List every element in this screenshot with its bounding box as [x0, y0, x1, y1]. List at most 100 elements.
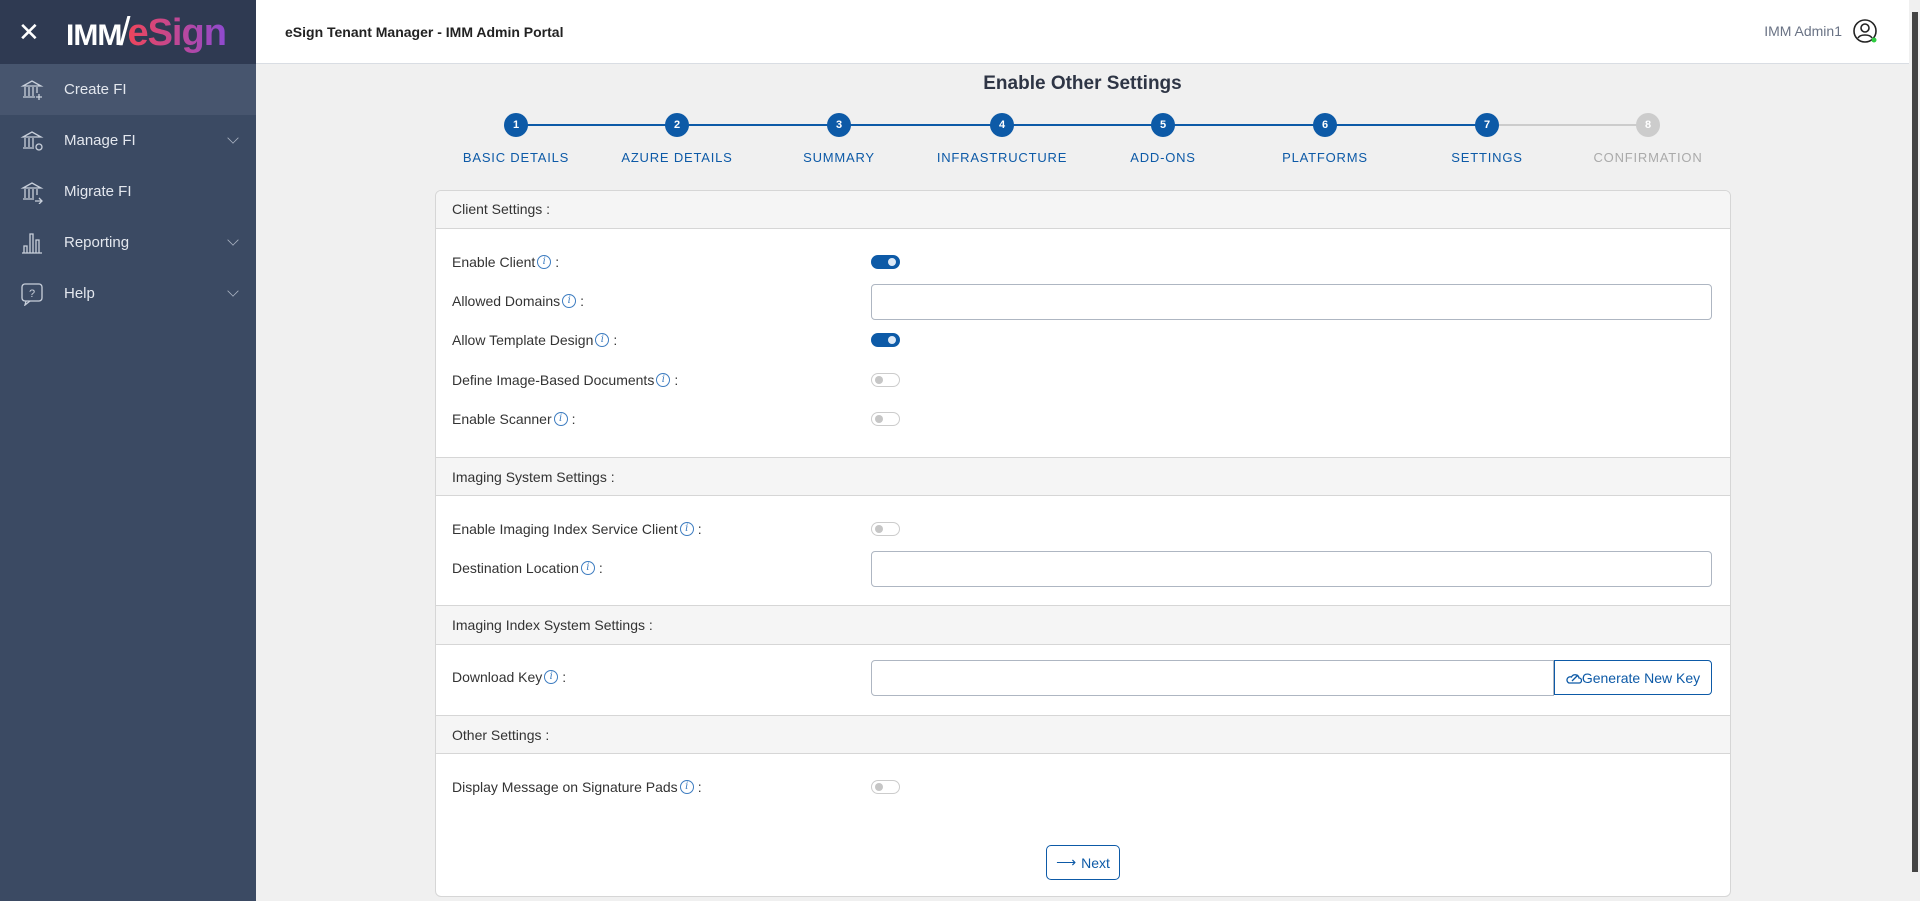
bank-gear-icon	[20, 130, 44, 151]
sidebar: ✕ IMM / eSign Create FI Manage FI Migrate …	[0, 0, 256, 901]
info-icon[interactable]: i	[580, 561, 595, 575]
cloud-key-icon	[1566, 673, 1582, 684]
sig-pads-toggle[interactable]	[871, 780, 900, 794]
sidebar-item-help[interactable]: ? Help	[0, 268, 256, 319]
step-2[interactable]: 2	[665, 113, 689, 137]
colon: :	[571, 411, 576, 427]
destination-input[interactable]	[871, 551, 1712, 587]
generate-new-key-button[interactable]: Generate New Key	[1554, 660, 1712, 695]
section-header-imaging: Imaging System Settings :	[436, 457, 1730, 496]
button-label: Next	[1081, 854, 1110, 871]
top-header: eSign Tenant Manager - IMM Admin Portal …	[256, 0, 1920, 64]
next-button[interactable]: ⟶ Next	[1046, 845, 1120, 880]
colon: :	[613, 332, 618, 348]
info-icon[interactable]: i	[537, 255, 552, 269]
colon: :	[697, 779, 702, 795]
user-menu[interactable]: IMM Admin1	[1764, 18, 1878, 44]
scrollbar-thumb[interactable]	[1912, 12, 1918, 872]
svg-text:?: ?	[29, 288, 35, 300]
info-icon[interactable]: i	[679, 522, 694, 536]
label-text: Download Key	[452, 669, 543, 685]
label-text: Display Message on Signature Pads	[452, 779, 678, 795]
sidebar-item-label: Migrate FI	[64, 183, 132, 200]
enable-client-label: Enable Client i:	[452, 254, 559, 270]
step-label: CONFIRMATION	[1593, 150, 1703, 165]
logo-imm: IMM	[66, 18, 122, 52]
label-text: Allowed Domains	[452, 293, 561, 309]
chevron-down-icon	[227, 234, 239, 246]
sidebar-item-label: Manage FI	[64, 132, 136, 149]
info-icon[interactable]: i	[595, 333, 610, 347]
step-5[interactable]: 5	[1151, 113, 1175, 137]
image-docs-label: Define Image-Based Documents i:	[452, 372, 678, 388]
index-client-label: Enable Imaging Index Service Client i:	[452, 521, 702, 537]
arrow-right-icon: ⟶	[1056, 854, 1077, 870]
label-text: Destination Location	[452, 560, 579, 576]
settings-card: Client Settings : Enable Client i: Allowe…	[435, 190, 1731, 897]
step-label: INFRASTRUCTURE	[936, 150, 1068, 165]
bank-plus-icon	[20, 79, 44, 100]
label-text: Enable Scanner	[452, 411, 552, 427]
download-key-input[interactable]	[871, 660, 1554, 696]
sidebar-item-create-fi[interactable]: Create FI	[0, 64, 256, 115]
sidebar-item-label: Reporting	[64, 234, 130, 251]
sidebar-item-reporting[interactable]: Reporting	[0, 217, 256, 268]
stepper-line-pending	[1487, 124, 1648, 126]
section-header-imaging-index: Imaging Index System Settings :	[436, 605, 1730, 645]
bar-chart-icon	[22, 232, 42, 254]
sig-pads-label: Display Message on Signature Pads i:	[452, 779, 702, 795]
image-docs-toggle[interactable]	[871, 373, 900, 387]
section-header-other: Other Settings :	[436, 715, 1730, 754]
download-key-label: Download Key i:	[452, 669, 566, 685]
page-title: Enable Other Settings	[983, 73, 1182, 94]
step-label: SUMMARY	[803, 150, 875, 165]
index-client-toggle[interactable]	[871, 522, 900, 536]
step-label: PLATFORMS	[1282, 150, 1368, 165]
step-label: BASIC DETAILS	[462, 150, 570, 165]
chevron-down-icon	[227, 132, 239, 144]
sidebar-item-label: Help	[64, 285, 95, 302]
step-4[interactable]: 4	[990, 113, 1014, 137]
step-1[interactable]: 1	[504, 113, 528, 137]
step-label: ADD-ONS	[1130, 150, 1196, 165]
help-bubble-icon: ?	[21, 282, 43, 306]
close-icon[interactable]: ✕	[18, 16, 40, 47]
step-label: SETTINGS	[1451, 150, 1523, 165]
label-text: Define Image-Based Documents	[452, 372, 655, 388]
sidebar-item-manage-fi[interactable]: Manage FI	[0, 115, 256, 166]
destination-label: Destination Location i:	[452, 560, 603, 576]
allowed-domains-label: Allowed Domains i:	[452, 293, 584, 309]
button-label: Generate New Key	[1581, 669, 1701, 686]
label-text: Enable Imaging Index Service Client	[452, 521, 678, 537]
template-design-toggle[interactable]	[871, 333, 900, 347]
step-8: 8	[1636, 113, 1660, 137]
allowed-domains-input[interactable]	[871, 284, 1712, 320]
bank-arrow-icon	[20, 181, 44, 204]
app-title: eSign Tenant Manager - IMM Admin Portal	[285, 23, 564, 40]
template-design-label: Allow Template Design i:	[452, 332, 617, 348]
step-3[interactable]: 3	[827, 113, 851, 137]
sidebar-item-migrate-fi[interactable]: Migrate FI	[0, 166, 256, 217]
info-icon[interactable]: i	[553, 412, 568, 426]
info-icon[interactable]: i	[544, 670, 559, 684]
user-avatar-icon	[1853, 19, 1877, 43]
step-6[interactable]: 6	[1313, 113, 1337, 137]
colon: :	[598, 560, 603, 576]
info-icon[interactable]: i	[562, 294, 577, 308]
sidebar-header: ✕ IMM / eSign	[0, 0, 256, 64]
scanner-toggle[interactable]	[871, 412, 900, 426]
scanner-label: Enable Scanner i:	[452, 411, 576, 427]
step-7[interactable]: 7	[1475, 113, 1499, 137]
colon: :	[674, 372, 679, 388]
label-text: Allow Template Design	[452, 332, 594, 348]
enable-client-toggle[interactable]	[871, 255, 900, 269]
info-icon[interactable]: i	[656, 373, 671, 387]
step-label: AZURE DETAILS	[621, 150, 733, 165]
info-icon[interactable]: i	[679, 780, 694, 794]
colon: :	[580, 293, 585, 309]
colon: :	[697, 521, 702, 537]
chevron-down-icon	[227, 285, 239, 297]
logo-esign: eSign	[127, 11, 226, 54]
scrollbar[interactable]	[1909, 0, 1920, 901]
section-header-client: Client Settings :	[436, 191, 1730, 229]
